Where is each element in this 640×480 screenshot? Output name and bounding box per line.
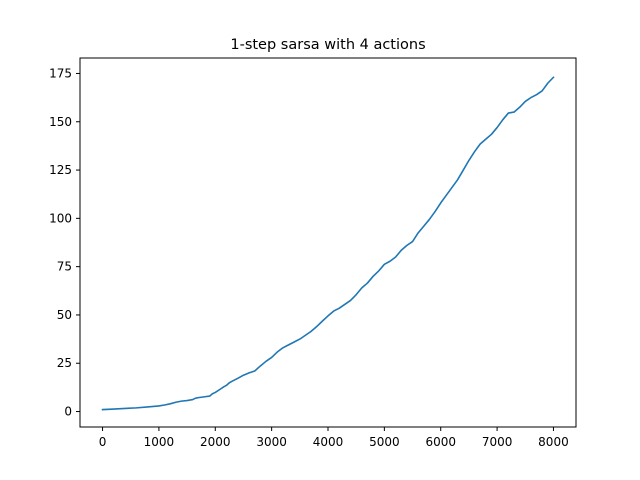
series-line-0 [101, 76, 555, 411]
x-tick-label: 4000 [313, 435, 344, 449]
y-tick-label: 75 [57, 260, 72, 274]
y-tick-label: 100 [49, 211, 72, 225]
x-axis: 0 1000 2000 3000 4000 5000 6000 7000 8000 [99, 427, 569, 449]
x-tick-label: 5000 [369, 435, 400, 449]
y-tick-label: 150 [49, 115, 72, 129]
y-tick-label: 175 [49, 66, 72, 80]
x-tick-label: 6000 [425, 435, 456, 449]
y-tick-label: 25 [57, 356, 72, 370]
y-tick-label: 0 [64, 405, 72, 419]
y-tick-label: 125 [49, 163, 72, 177]
chart-title: 1-step sarsa with 4 actions [230, 37, 425, 53]
plot-area [101, 76, 555, 411]
x-tick-label: 2000 [200, 435, 231, 449]
x-tick-label: 3000 [256, 435, 287, 449]
plot-frame [79, 57, 577, 428]
x-tick-label: 1000 [144, 435, 175, 449]
x-tick-label: 8000 [538, 435, 569, 449]
y-tick-label: 50 [57, 308, 72, 322]
x-tick-label: 0 [99, 435, 107, 449]
x-tick-label: 7000 [482, 435, 513, 449]
y-axis: 0 25 50 75 100 125 150 175 [49, 66, 80, 419]
